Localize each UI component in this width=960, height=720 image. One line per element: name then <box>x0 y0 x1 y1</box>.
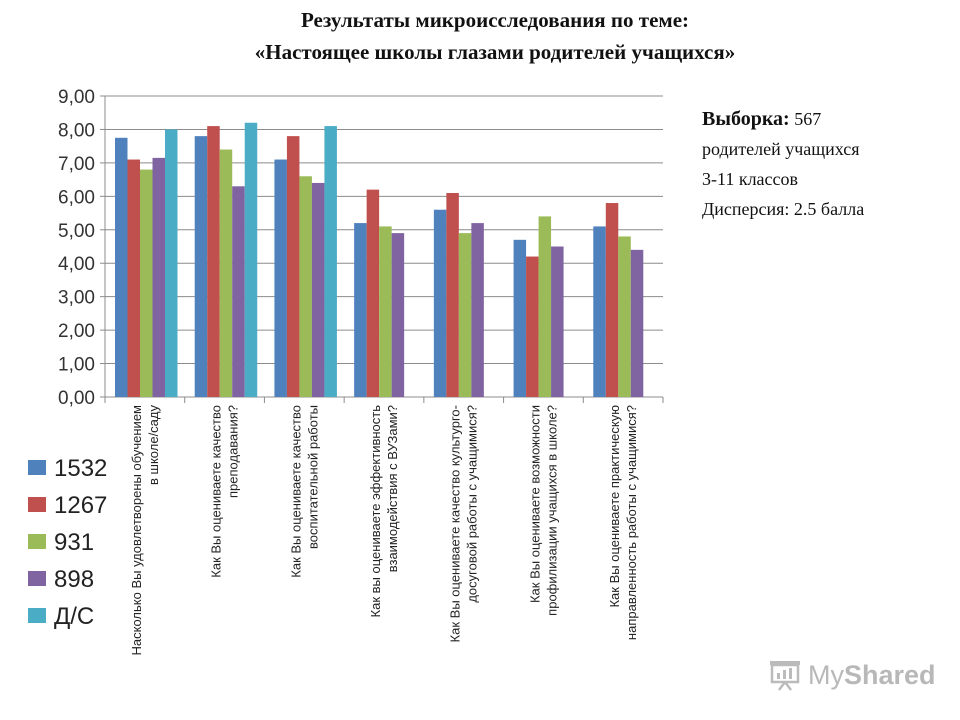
bar <box>219 149 233 397</box>
bar <box>433 209 447 397</box>
watermark-shared: Shared <box>844 659 936 690</box>
bar <box>538 216 552 397</box>
legend-swatch <box>28 571 46 586</box>
presentation-icon <box>770 661 800 691</box>
category-label: Как Вы оцениваете качество воспитательной… <box>288 405 320 578</box>
legend-swatch <box>28 497 46 512</box>
bar <box>207 126 220 397</box>
bar <box>286 136 300 397</box>
y-tick-label: 3,00 <box>58 288 95 309</box>
title-line-2: «Настоящее школы глазами родителей учащи… <box>254 40 736 64</box>
sample-info: Выборка: 567 родителей учащихся 3-11 кла… <box>702 104 864 224</box>
myshared-watermark: My Shared <box>768 657 936 693</box>
category-label-line: Как Вы оцениваете практическую <box>607 405 622 608</box>
sample-label: Выборка: <box>702 108 790 130</box>
sample-value: 567 <box>794 109 822 129</box>
bar <box>458 233 472 397</box>
y-tick-label: 7,00 <box>58 154 95 175</box>
bar <box>471 223 484 397</box>
category-label: Как Вы оцениваете качество культурго-дос… <box>448 405 480 642</box>
y-tick-label: 0,00 <box>58 388 95 409</box>
category-label-line: досуговой работы с учащимися? <box>465 405 480 603</box>
bar <box>354 223 367 397</box>
legend-swatch <box>28 608 46 623</box>
title-line-1: Результаты микроисследования по теме: <box>300 8 690 32</box>
bar <box>391 233 405 397</box>
bar <box>618 236 631 397</box>
category-label-line: воспитательной работы <box>305 405 320 549</box>
bar <box>232 186 245 397</box>
bar <box>366 189 380 397</box>
bar <box>324 126 337 397</box>
legend-label: Д/С <box>54 603 94 630</box>
bar <box>127 159 140 397</box>
bar <box>513 239 527 397</box>
watermark-my: My <box>808 659 844 690</box>
y-tick-label: 8,00 <box>58 120 95 141</box>
category-label: Как Вы оцениваете возможности профилизаци… <box>527 405 559 616</box>
y-tick-label: 6,00 <box>58 187 95 208</box>
bar <box>630 249 644 397</box>
category-label-line: взаимодействия с ВУЗами? <box>385 405 400 572</box>
y-tick-label: 1,00 <box>58 355 95 376</box>
legend-label: 1532 <box>54 455 107 482</box>
bar <box>115 137 128 398</box>
bar <box>605 203 619 397</box>
y-tick-label: 5,00 <box>58 221 95 242</box>
category-label: Как вы оцениваете эффективность взаимодей… <box>368 405 400 618</box>
legend-swatch <box>28 534 46 549</box>
category-label-line: Как Вы оцениваете качество <box>209 405 224 578</box>
category-label-line: профилизации учащихся в школе? <box>544 405 559 616</box>
bar <box>194 136 208 397</box>
bar <box>274 159 287 397</box>
category-label-line: Как вы оцениваете эффективность <box>368 405 383 618</box>
bar <box>379 226 392 397</box>
y-tick-label: 9,00 <box>58 87 95 108</box>
category-label-line: Как Вы оцениваете качество культурго- <box>448 405 463 642</box>
bar <box>299 176 312 397</box>
bar <box>446 192 459 397</box>
category-label-line: направленность работы с учащимися? <box>624 405 639 640</box>
legend-label: 1267 <box>54 492 107 519</box>
bar <box>165 129 178 397</box>
bar <box>152 157 165 397</box>
category-label: Как Вы оцениваете практическую направленн… <box>607 405 639 640</box>
bar <box>140 169 153 397</box>
legend-swatch <box>28 460 46 475</box>
category-label: Как Вы оцениваете качество преподавания? <box>209 405 241 578</box>
bar <box>526 256 539 397</box>
y-tick-label: 4,00 <box>58 254 95 275</box>
bar <box>593 226 606 397</box>
category-label-line: Как Вы оцениваете возможности <box>527 405 542 603</box>
chart-title: Результаты микроисследования по теме: «Н… <box>150 4 840 68</box>
sample-line-grades: 3-11 классов <box>702 169 799 189</box>
bar <box>244 122 258 397</box>
legend-label: 898 <box>54 566 94 593</box>
category-label: Насколько Вы удовлетворены обучением в шк… <box>129 405 161 656</box>
category-label-line: в школе/саду <box>146 405 161 485</box>
legend-label: 931 <box>54 529 94 556</box>
category-label-line: Как Вы оцениваете качество <box>288 405 303 578</box>
category-label-line: Насколько Вы удовлетворены обучением <box>129 405 144 656</box>
sample-line-parents: родителей учащихся <box>702 139 860 159</box>
sample-line-dispersion: Дисперсия: 2.5 балла <box>702 199 865 219</box>
category-label-line: преподавания? <box>226 405 241 498</box>
bar <box>311 182 325 397</box>
y-tick-label: 2,00 <box>58 321 95 342</box>
bar <box>551 246 564 397</box>
